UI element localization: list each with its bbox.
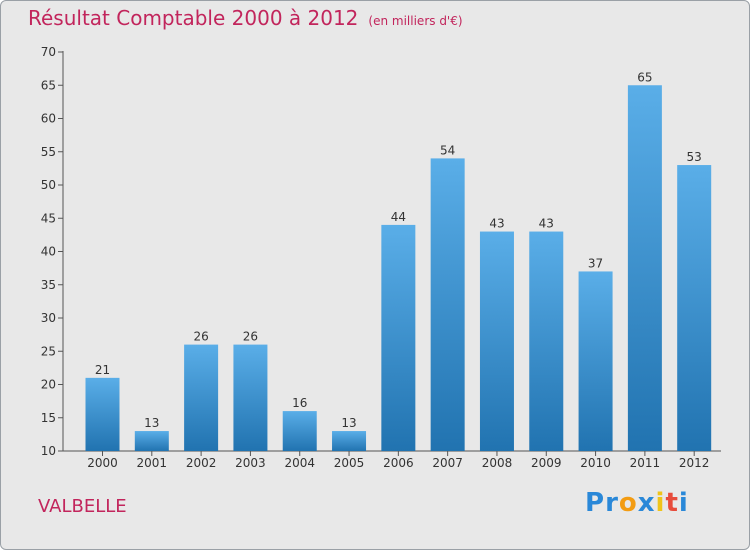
- y-tick-label: 50: [41, 178, 56, 192]
- bar-2004: [282, 411, 317, 451]
- bar-2005: [332, 431, 367, 451]
- bar-2008: [479, 231, 514, 451]
- y-tick-label: 55: [41, 145, 56, 159]
- y-tick-label: 10: [41, 444, 56, 458]
- proxiti-logo[interactable]: Proxiti: [585, 488, 689, 518]
- bar-value-label: 16: [292, 396, 307, 410]
- bar-value-label: 13: [144, 416, 159, 430]
- y-tick-label: 15: [41, 411, 56, 425]
- commune-name: VALBELLE: [38, 496, 127, 517]
- bar-2007: [430, 158, 465, 451]
- x-tick-label: 2009: [531, 456, 562, 470]
- chart-title: Résultat Comptable 2000 à 2012 (en millie…: [28, 6, 463, 30]
- bar-value-label: 37: [588, 256, 603, 270]
- bar-value-label: 26: [193, 330, 208, 344]
- axes: 10 15 20 25 30 35 40 45 50 55 60 65 70 2000 2001 2002 20…: [41, 45, 721, 470]
- logo-letter: P: [585, 488, 606, 518]
- logo-letter: o: [618, 488, 638, 518]
- bar-value-label: 13: [341, 416, 356, 430]
- bar-2009: [529, 231, 564, 451]
- x-tick-label: 2007: [432, 456, 463, 470]
- logo-letter: i: [678, 488, 689, 518]
- logo-letter: i: [655, 488, 666, 518]
- y-tick-label: 65: [41, 78, 56, 92]
- chart-title-text: Résultat Comptable 2000 à 2012: [28, 6, 359, 30]
- bar-value-label: 43: [489, 217, 504, 231]
- y-tick-label: 45: [41, 211, 56, 225]
- bar-2012: [677, 165, 712, 452]
- x-tick-label: 2008: [482, 456, 513, 470]
- x-tick-label: 2005: [334, 456, 365, 470]
- bar-2011: [627, 85, 662, 451]
- bar-value-label: 21: [95, 363, 110, 377]
- x-tick-label: 2010: [580, 456, 611, 470]
- x-tick-label: 2000: [87, 456, 118, 470]
- bar-2002: [184, 344, 219, 451]
- logo-letter: t: [665, 488, 679, 518]
- x-tick-label: 2003: [235, 456, 266, 470]
- y-tick-label: 40: [41, 245, 56, 259]
- x-tick-label: 2012: [679, 456, 710, 470]
- logo-letter: r: [605, 488, 619, 518]
- bar-value-label: 53: [687, 150, 702, 164]
- chart-subtitle: (en milliers d'€): [368, 14, 463, 28]
- bar-value-label: 26: [243, 330, 258, 344]
- y-tick-label: 70: [41, 45, 56, 59]
- bar-2000: [85, 377, 120, 451]
- bars: 21 13 26 26 16 13 44 54 43 43 37 65 53: [85, 70, 712, 452]
- bar-2006: [381, 224, 416, 451]
- bar-value-label: 65: [637, 70, 652, 84]
- y-tick-label: 35: [41, 278, 56, 292]
- x-tick-label: 2001: [137, 456, 168, 470]
- bar-2003: [233, 344, 268, 451]
- bar-value-label: 43: [539, 217, 554, 231]
- logo-letter: x: [637, 488, 656, 518]
- x-tick-label: 2006: [383, 456, 414, 470]
- bar-2010: [578, 271, 613, 451]
- bar-value-label: 44: [391, 210, 406, 224]
- bar-2001: [134, 431, 169, 451]
- y-tick-label: 30: [41, 311, 56, 325]
- y-tick-label: 25: [41, 344, 56, 358]
- y-tick-label: 20: [41, 378, 56, 392]
- bar-value-label: 54: [440, 143, 455, 157]
- x-tick-label: 2004: [284, 456, 315, 470]
- x-tick-label: 2002: [186, 456, 217, 470]
- x-tick-label: 2011: [630, 456, 661, 470]
- y-tick-label: 60: [41, 112, 56, 126]
